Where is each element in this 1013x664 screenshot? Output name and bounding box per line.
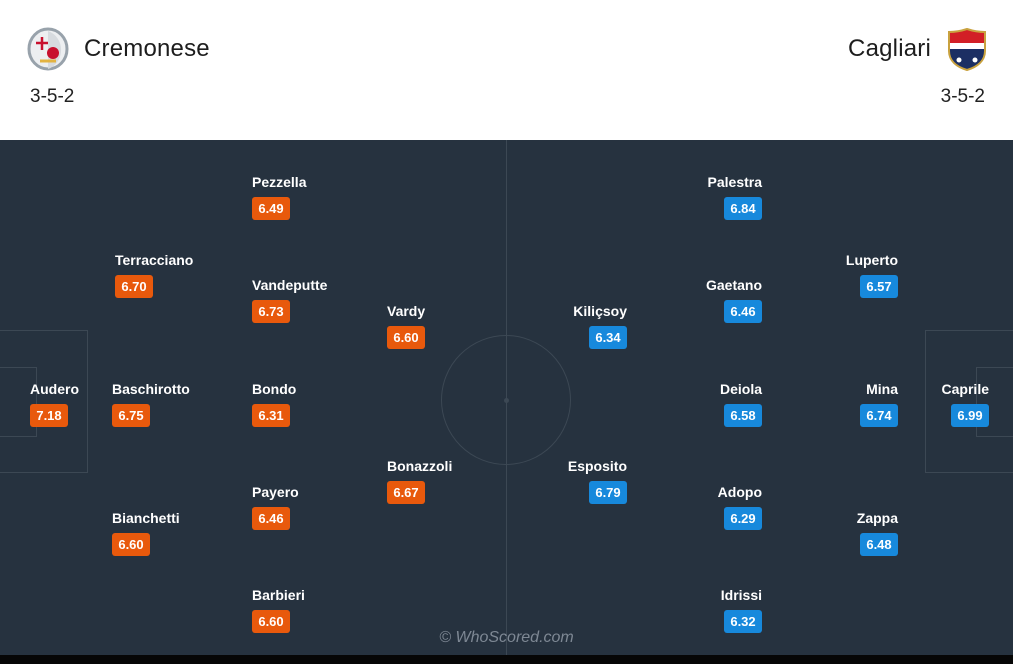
player-away-zappa[interactable]: Zappa 6.48: [857, 510, 898, 556]
player-name: Kiliçsoy: [573, 303, 627, 319]
player-away-palestra[interactable]: Palestra 6.84: [708, 174, 762, 220]
player-home-bonazzoli[interactable]: Bonazzoli 6.67: [387, 458, 452, 504]
player-away-kiliçsoy[interactable]: Kiliçsoy 6.34: [573, 303, 627, 349]
player-rating: 6.60: [387, 326, 425, 349]
player-rating: 6.60: [252, 610, 290, 633]
player-home-pezzella[interactable]: Pezzella 6.49: [252, 174, 306, 220]
player-away-idrissi[interactable]: Idrissi 6.32: [721, 587, 762, 633]
player-rating: 6.60: [112, 533, 150, 556]
player-name: Caprile: [941, 381, 989, 397]
player-rating: 6.84: [724, 197, 762, 220]
penalty-box-right: [925, 330, 1013, 473]
player-rating: 6.34: [589, 326, 627, 349]
player-name: Pezzella: [252, 174, 307, 190]
player-rating: 6.46: [724, 300, 762, 323]
goal-box-right: [976, 367, 1013, 437]
player-home-bianchetti[interactable]: Bianchetti 6.60: [112, 510, 180, 556]
player-name: Bonazzoli: [387, 458, 453, 474]
away-team-link[interactable]: Cagliari: [848, 26, 989, 72]
player-home-payero[interactable]: Payero 6.46: [252, 484, 299, 530]
player-name: Terracciano: [115, 252, 194, 268]
player-rating: 6.46: [252, 507, 290, 530]
player-rating: 6.29: [724, 507, 762, 530]
cremonese-crest-icon: [26, 27, 70, 71]
player-rating: 6.74: [860, 404, 898, 427]
player-rating: 6.49: [252, 197, 290, 220]
player-name: Esposito: [567, 458, 627, 474]
center-spot: [504, 398, 509, 403]
player-rating: 6.31: [252, 404, 290, 427]
away-team-name: Cagliari: [848, 35, 931, 62]
player-name: Luperto: [845, 252, 898, 268]
player-rating: 6.32: [724, 610, 762, 633]
player-name: Vandeputte: [252, 277, 328, 293]
player-rating: 6.70: [115, 275, 153, 298]
header: Cremonese 3-5-2 Cagliari: [0, 0, 1013, 140]
home-team-name: Cremonese: [84, 35, 210, 62]
player-away-deiola[interactable]: Deiola 6.58: [720, 381, 762, 427]
cagliari-crest-icon: [945, 27, 989, 71]
player-home-terracciano[interactable]: Terracciano 6.70: [115, 252, 193, 298]
player-name: Gaetano: [705, 277, 762, 293]
player-away-caprile[interactable]: Caprile 6.99: [942, 381, 989, 427]
player-name: Zappa: [856, 510, 898, 526]
player-rating: 6.79: [589, 481, 627, 504]
pitch: Pezzella 6.49 Terracciano 6.70 Vandeputt…: [0, 140, 1013, 655]
goal-box-left: [0, 367, 37, 437]
player-home-vardy[interactable]: Vardy 6.60: [387, 303, 425, 349]
home-formation: 3-5-2: [30, 86, 75, 107]
player-rating: 6.58: [724, 404, 762, 427]
player-name: Adopo: [717, 484, 762, 500]
player-name: Audero: [30, 381, 79, 397]
player-away-mina[interactable]: Mina 6.74: [860, 381, 898, 427]
player-name: Barbieri: [252, 587, 305, 603]
player-home-vandeputte[interactable]: Vandeputte 6.73: [252, 277, 327, 323]
player-name: Deiola: [719, 381, 762, 397]
bottom-bar: [0, 655, 1013, 664]
player-rating: 6.48: [860, 533, 898, 556]
player-rating: 6.73: [252, 300, 290, 323]
watermark: © WhoScored.com: [439, 629, 574, 646]
player-rating: 6.99: [951, 404, 989, 427]
player-name: Baschirotto: [112, 381, 190, 397]
player-away-esposito[interactable]: Esposito 6.79: [568, 458, 627, 504]
player-rating: 7.18: [30, 404, 68, 427]
away-formation: 3-5-2: [940, 86, 985, 107]
player-home-baschirotto[interactable]: Baschirotto 6.75: [112, 381, 190, 427]
player-name: Palestra: [707, 174, 762, 190]
player-name: Payero: [252, 484, 299, 500]
player-name: Bondo: [252, 381, 297, 397]
player-name: Vardy: [387, 303, 426, 319]
home-team-link[interactable]: Cremonese: [26, 26, 210, 72]
player-home-bondo[interactable]: Bondo 6.31: [252, 381, 296, 427]
player-name: Idrissi: [720, 587, 762, 603]
player-rating: 6.57: [860, 275, 898, 298]
center-circle: [441, 335, 571, 465]
penalty-box-left: [0, 330, 88, 473]
player-name: Bianchetti: [112, 510, 180, 526]
player-rating: 6.67: [387, 481, 425, 504]
player-home-audero[interactable]: Audero 7.18: [30, 381, 79, 427]
player-away-luperto[interactable]: Luperto 6.57: [846, 252, 898, 298]
player-home-barbieri[interactable]: Barbieri 6.60: [252, 587, 305, 633]
player-rating: 6.75: [112, 404, 150, 427]
player-away-gaetano[interactable]: Gaetano 6.46: [706, 277, 762, 323]
player-name: Mina: [866, 381, 898, 397]
player-away-adopo[interactable]: Adopo 6.29: [718, 484, 762, 530]
